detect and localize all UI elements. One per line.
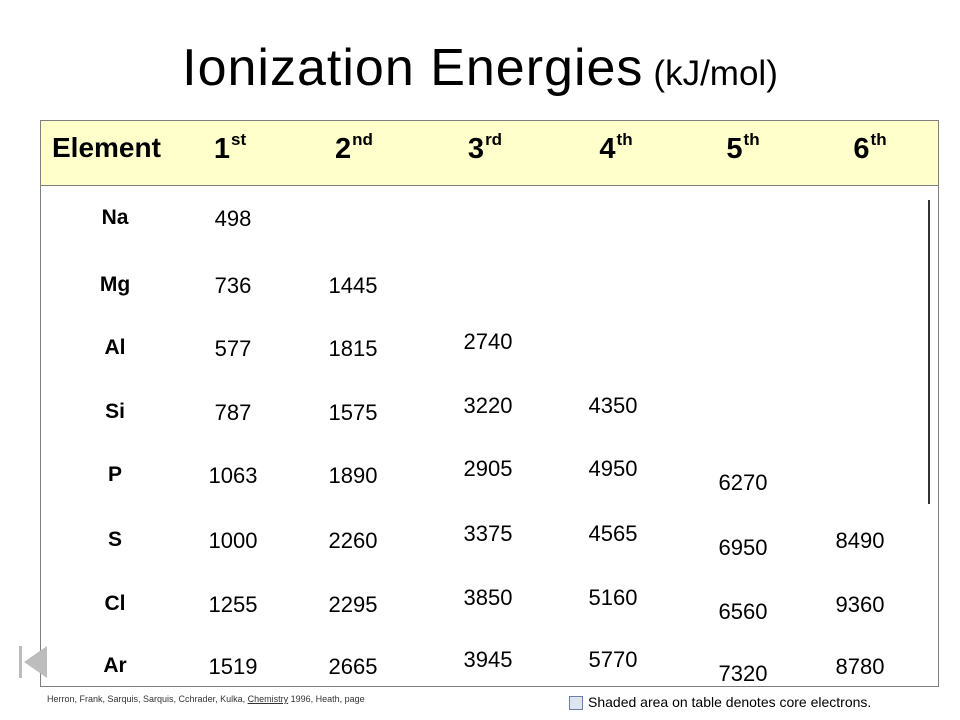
header-col-5: 5th — [703, 130, 783, 166]
header-col-1-num: 1 — [213, 133, 230, 165]
header-col-6-sup: th — [870, 130, 887, 149]
citation-prefix: Herron, Frank, Sarquis, Sarquis, Cchrade… — [47, 694, 248, 704]
element-label-cl: Cl — [104, 592, 126, 615]
header-col-5-num: 5 — [726, 133, 743, 165]
ie-value-p-4: 4950 — [588, 456, 638, 481]
ie-value-cl-4: 5160 — [588, 585, 638, 610]
page-title: Ionization Energies (kJ/mol) — [0, 38, 960, 98]
ie-value-p-2: 1890 — [328, 463, 378, 488]
ie-value-al-3: 2740 — [463, 329, 513, 354]
title-main: Ionization Energies — [182, 39, 644, 97]
ie-value-s-5: 6950 — [718, 535, 768, 560]
element-label-p: P — [107, 463, 122, 486]
ie-value-mg-1: 736 — [214, 273, 252, 298]
ie-value-ar-3: 3945 — [463, 647, 513, 672]
element-label-mg: Mg — [99, 273, 131, 296]
header-col-3: 3rd — [445, 130, 525, 166]
ie-value-al-1: 577 — [214, 336, 252, 361]
ie-value-s-1: 1000 — [208, 528, 258, 553]
citation-book: Chemistry — [247, 694, 289, 704]
ie-value-si-2: 1575 — [328, 400, 378, 425]
header-col-2-sup: nd — [352, 130, 373, 149]
ie-value-cl-3: 3850 — [463, 585, 513, 610]
ie-value-cl-6: 9360 — [835, 592, 885, 617]
element-label-na: Na — [101, 206, 129, 229]
ie-value-p-5: 6270 — [718, 470, 768, 495]
ie-value-ar-5: 7320 — [718, 661, 768, 686]
citation-suffix: 1996, Heath, page — [288, 694, 365, 704]
header-col-5-sup: th — [743, 130, 760, 149]
table-header-band — [40, 120, 939, 186]
header-col-6: 6th — [830, 130, 910, 166]
title-unit: (kJ/mol) — [653, 54, 778, 93]
header-col-4-sup: th — [616, 130, 633, 149]
element-label-al: Al — [104, 336, 126, 359]
element-label-si: Si — [105, 400, 125, 423]
core-divider-line — [928, 200, 930, 504]
ie-value-si-4: 4350 — [588, 393, 638, 418]
header-col-2-num: 2 — [335, 133, 352, 165]
ie-value-ar-1: 1519 — [208, 654, 258, 679]
ie-value-s-6: 8490 — [835, 528, 885, 553]
ie-value-si-1: 787 — [214, 400, 252, 425]
ie-value-s-3: 3375 — [463, 521, 513, 546]
ie-value-si-3: 3220 — [463, 393, 513, 418]
header-col-3-sup: rd — [485, 130, 503, 149]
element-label-ar: Ar — [103, 654, 127, 677]
ie-value-p-1: 1063 — [208, 463, 258, 488]
header-col-1-sup: st — [231, 130, 247, 149]
ie-value-al-2: 1815 — [328, 336, 378, 361]
ie-value-cl-1: 1255 — [208, 592, 258, 617]
ie-value-na-1: 498 — [214, 206, 252, 231]
element-label-s: S — [107, 528, 122, 551]
header-col-2: 2nd — [314, 130, 394, 166]
citation: Herron, Frank, Sarquis, Sarquis, Cchrade… — [47, 694, 365, 704]
header-col-4: 4th — [576, 130, 656, 166]
legend-swatch — [569, 696, 583, 710]
ie-value-ar-2: 2665 — [328, 654, 378, 679]
header-element: Element — [52, 132, 161, 163]
ie-value-p-3: 2905 — [463, 456, 513, 481]
ie-value-s-2: 2260 — [328, 528, 378, 553]
ie-value-cl-2: 2295 — [328, 592, 378, 617]
header-col-4-num: 4 — [599, 133, 616, 165]
legend-text: Shaded area on table denotes core electr… — [588, 694, 872, 710]
ie-value-ar-4: 5770 — [588, 647, 638, 672]
ie-value-ar-6: 8780 — [835, 654, 885, 679]
ie-value-s-4: 4565 — [588, 521, 638, 546]
ie-value-cl-5: 6560 — [718, 599, 768, 624]
ie-value-mg-2: 1445 — [328, 273, 378, 298]
first-slide-icon[interactable] — [18, 645, 48, 679]
header-col-3-num: 3 — [467, 133, 485, 165]
header-col-1: 1st — [190, 130, 270, 166]
header-col-6-num: 6 — [853, 133, 870, 165]
